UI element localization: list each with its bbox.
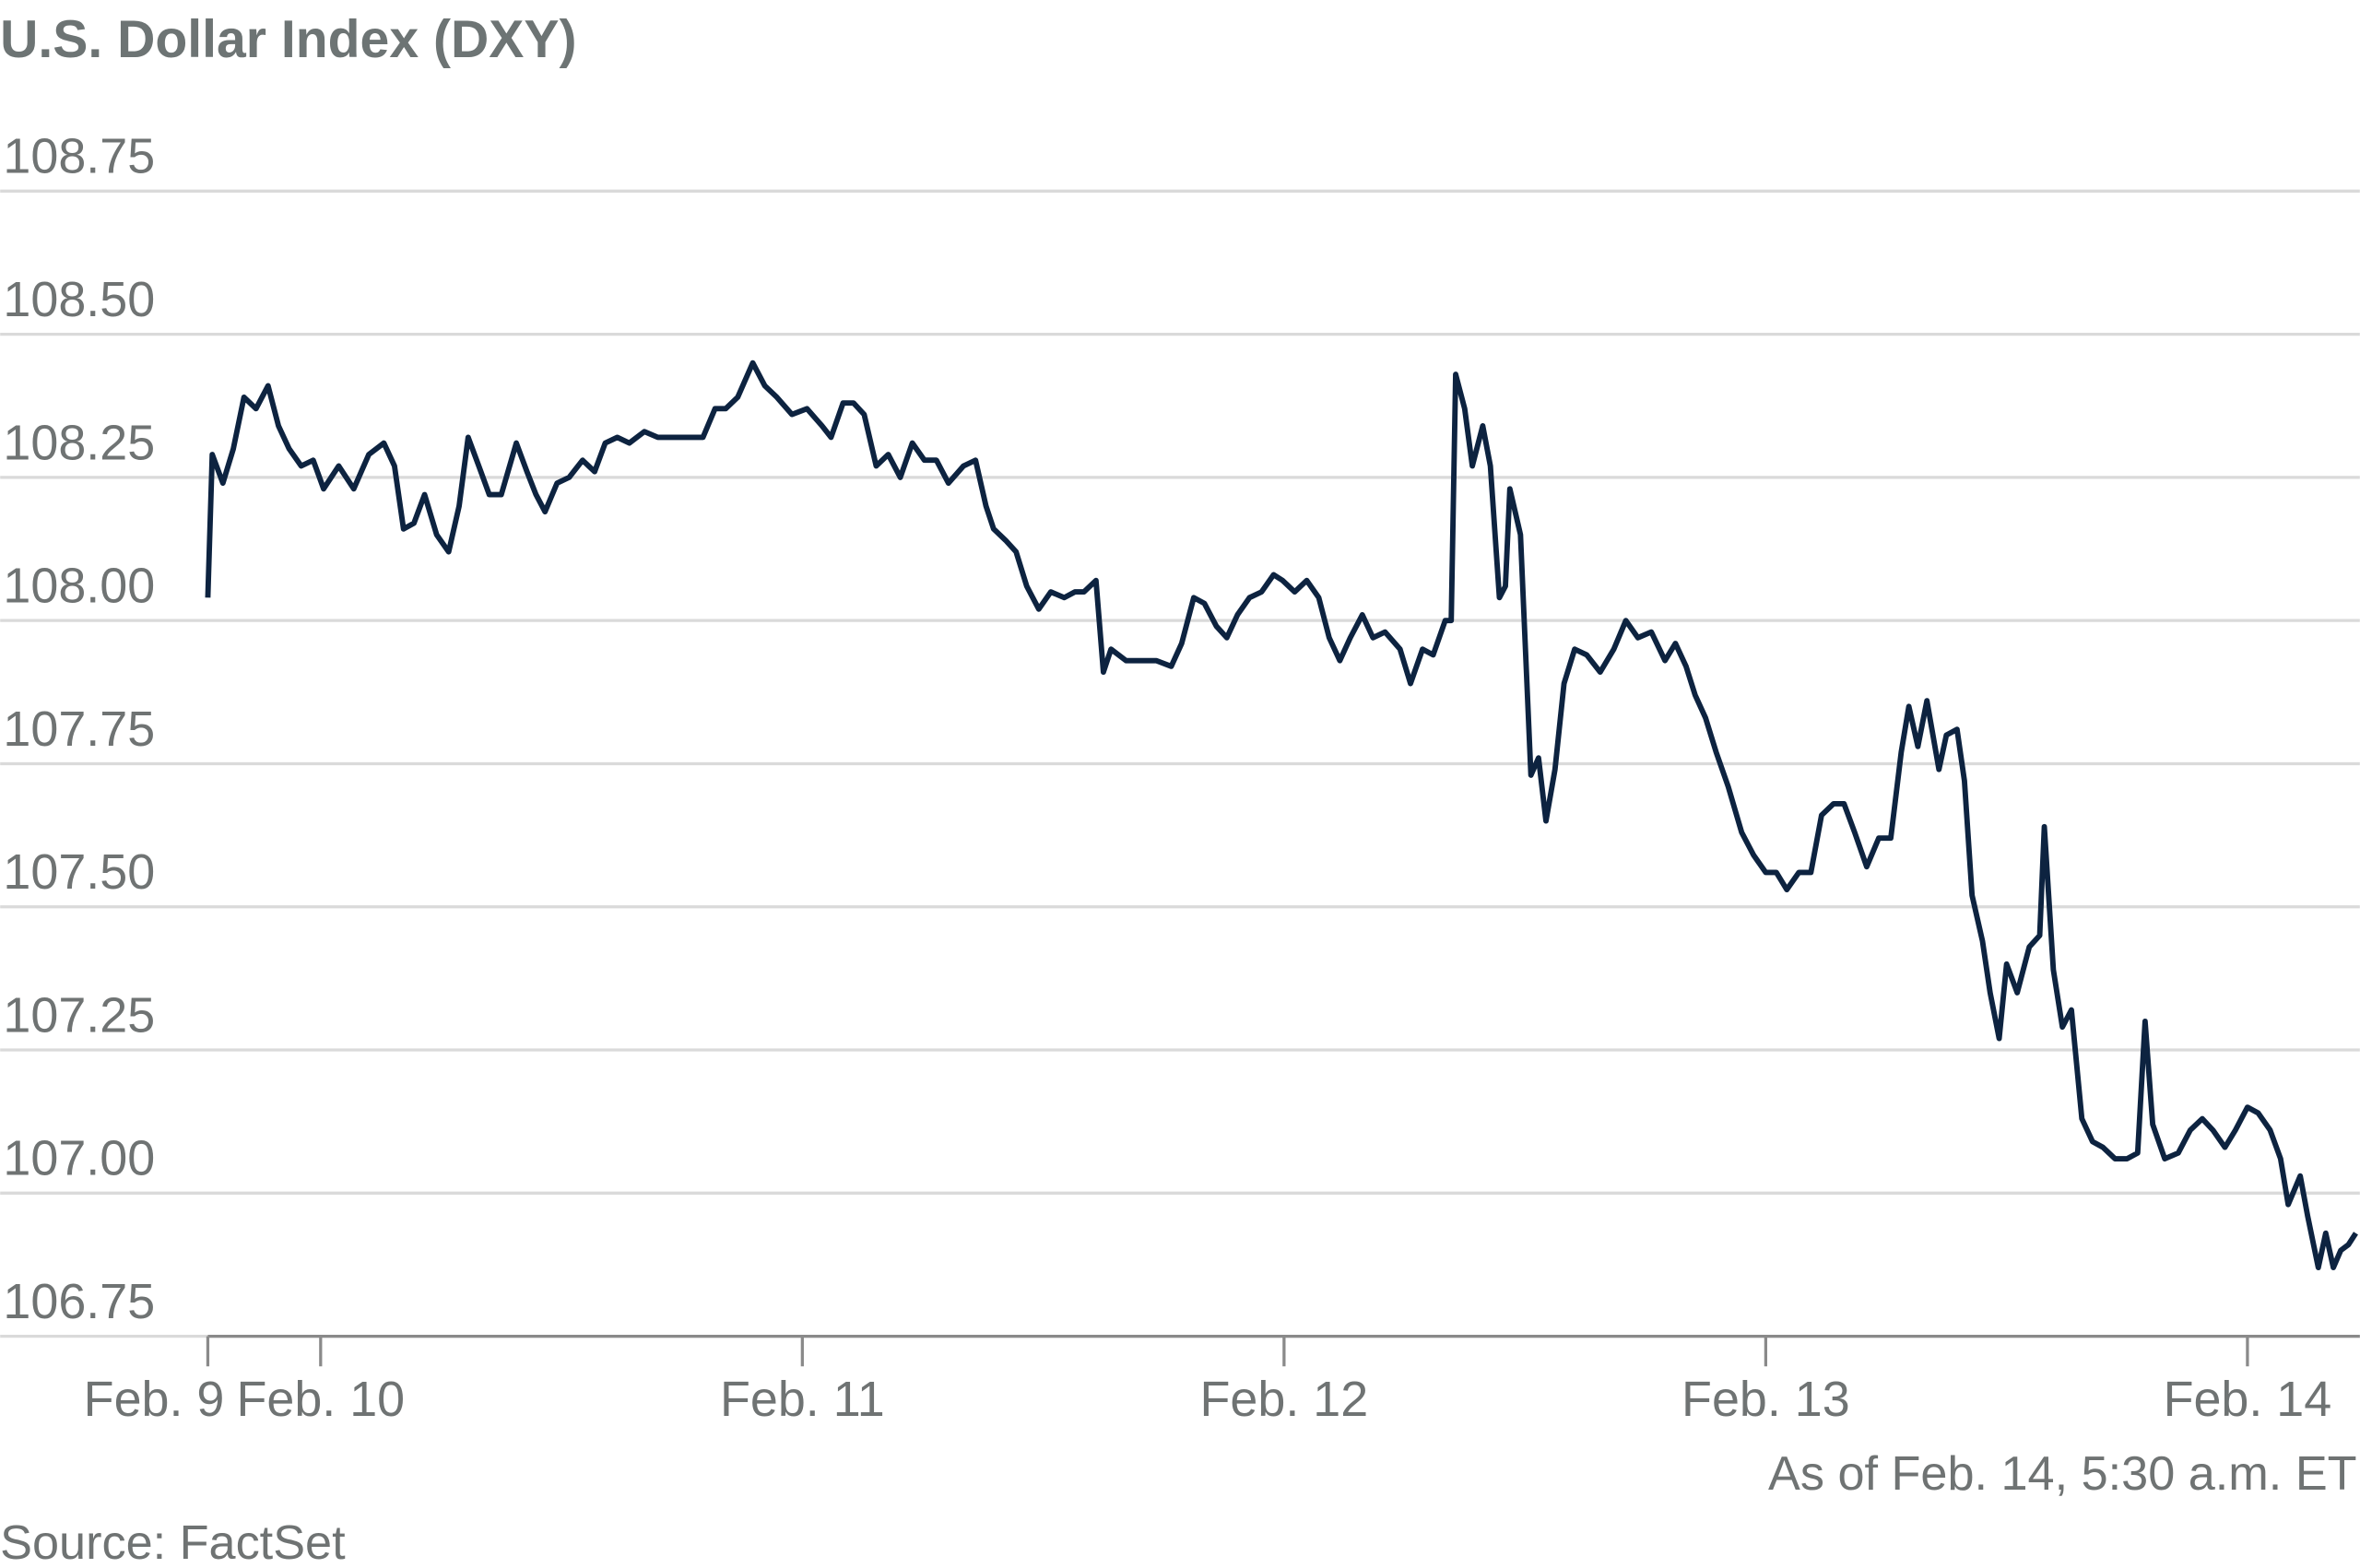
y-tick-label: 107.25 (3, 987, 155, 1043)
x-tick-label: Feb. 10 (236, 1372, 405, 1427)
note: As of Feb. 14, 5:30 a.m. ET (1768, 1447, 2357, 1501)
y-tick-label: 108.25 (3, 415, 155, 470)
y-tick-label: 107.75 (3, 701, 155, 757)
y-tick-label: 107.50 (3, 844, 155, 900)
x-tick-label: Feb. 9 (84, 1372, 225, 1427)
y-tick-label: 106.75 (3, 1274, 155, 1329)
data-line (205, 360, 2358, 1271)
y-tick-label: 108.50 (3, 272, 155, 327)
x-tick-label: Feb. 12 (1200, 1372, 1369, 1427)
y-tick-label: 108.75 (3, 129, 155, 184)
x-tick-label: Feb. 13 (1682, 1372, 1850, 1427)
chart-title: U.S. Dollar Index (DXY) (0, 10, 576, 69)
x-tick-label: Feb. 14 (2164, 1372, 2332, 1427)
x-tick-label: Feb. 11 (720, 1372, 885, 1427)
y-tick-label: 108.00 (3, 559, 155, 614)
y-tick-label: 107.00 (3, 1131, 155, 1186)
source: Source: FactSet (0, 1516, 346, 1568)
